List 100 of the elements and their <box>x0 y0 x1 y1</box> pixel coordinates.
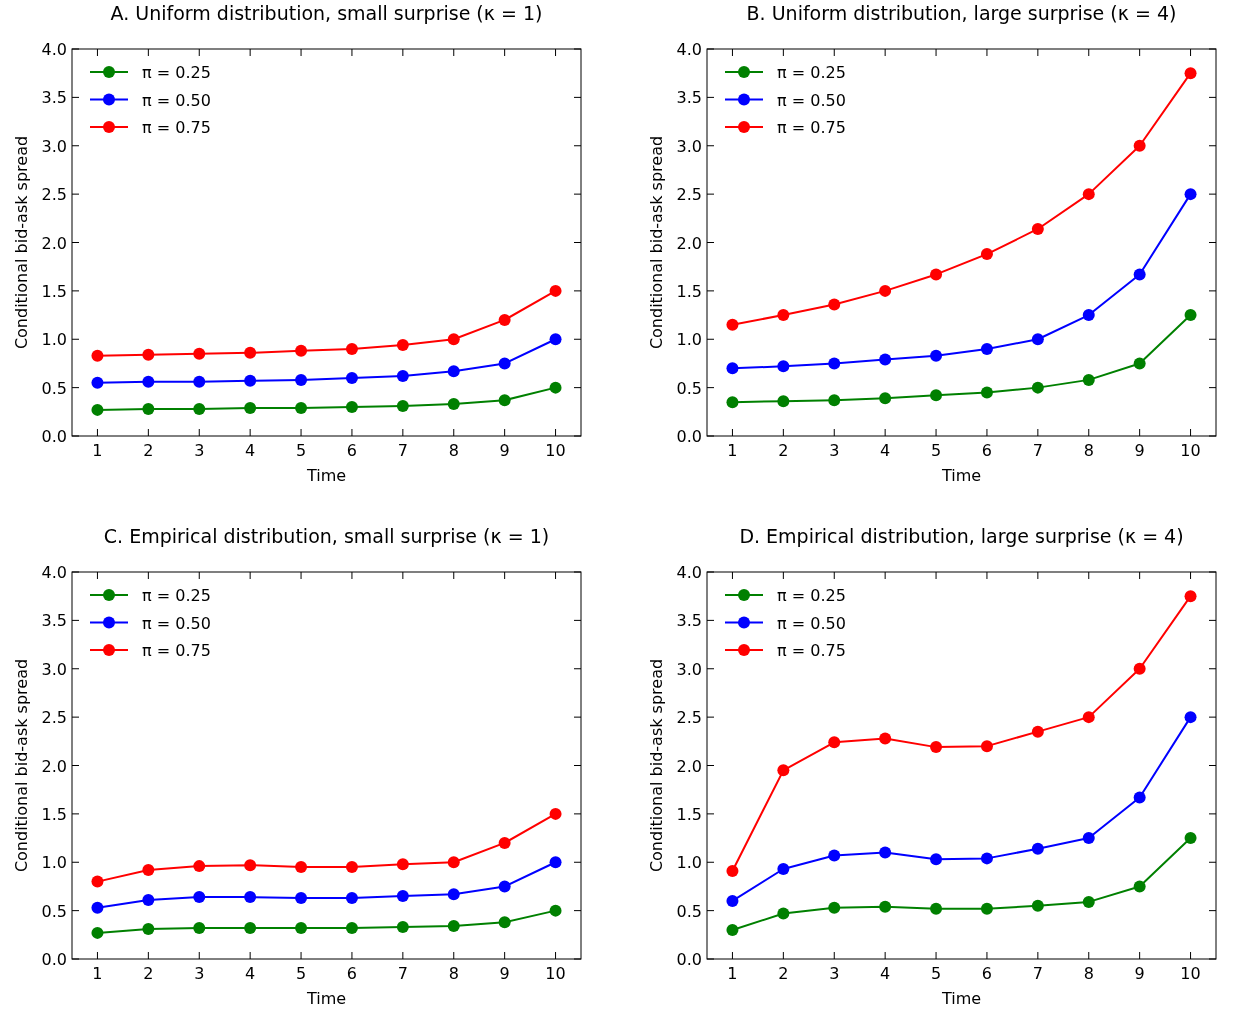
y-tick-label: 2.5 <box>41 708 67 728</box>
chart-title: A. Uniform distribution, small surprise (κ = 1) <box>110 2 543 24</box>
y-tick-label: 3.5 <box>41 88 67 108</box>
point <box>91 926 104 939</box>
point <box>244 859 257 872</box>
point <box>193 860 206 873</box>
y-tick-label: 4.0 <box>676 563 702 582</box>
point <box>828 901 841 914</box>
point <box>295 861 308 874</box>
y-tick-label: 0.0 <box>41 950 67 969</box>
point <box>91 349 104 362</box>
legend-label: π = 0.50 <box>777 613 846 633</box>
x-tick-label: 3 <box>829 441 840 460</box>
point <box>91 875 104 888</box>
y-tick-label: 0.5 <box>676 378 702 398</box>
point <box>447 920 460 933</box>
point <box>447 888 460 901</box>
legend-label: π = 0.75 <box>142 641 211 660</box>
x-tick-label: 6 <box>981 964 993 983</box>
x-tick-label: 2 <box>778 964 789 983</box>
point <box>193 375 206 388</box>
point <box>980 902 993 915</box>
point <box>1082 711 1095 724</box>
point <box>879 732 892 745</box>
point <box>193 922 206 935</box>
legend-label: π = 0.75 <box>142 118 211 137</box>
y-tick-label: 1.0 <box>676 853 702 873</box>
point <box>930 853 943 866</box>
y-tick-label: 2.5 <box>676 185 702 205</box>
point <box>726 864 739 877</box>
point <box>777 907 790 920</box>
point <box>828 394 841 407</box>
x-tick-label: 3 <box>194 964 205 983</box>
x-tick-label: 5 <box>930 964 942 983</box>
point <box>193 891 206 904</box>
x-tick-label: 1 <box>92 441 103 460</box>
point <box>828 736 841 749</box>
point <box>777 309 790 322</box>
point <box>549 904 562 917</box>
x-tick-label: 7 <box>1032 964 1043 983</box>
point <box>549 333 562 346</box>
point <box>498 880 511 893</box>
y-tick-label: 0.0 <box>41 427 67 446</box>
y-tick-label: 3.5 <box>676 88 702 108</box>
x-tick-label: 2 <box>143 964 154 983</box>
point <box>142 923 155 936</box>
point <box>1184 188 1197 201</box>
point <box>879 900 892 913</box>
point <box>1133 880 1146 893</box>
point <box>244 346 257 359</box>
x-tick-label: 9 <box>499 441 510 460</box>
y-tick-label: 0.5 <box>41 901 67 921</box>
point <box>1031 333 1044 346</box>
y-tick-label: 1.5 <box>676 804 702 824</box>
point <box>777 360 790 373</box>
point <box>91 376 104 389</box>
point <box>447 856 460 869</box>
x-axis-title: Time <box>940 989 982 1008</box>
x-tick-label: 5 <box>295 441 307 460</box>
point <box>1082 309 1095 322</box>
point <box>498 836 511 849</box>
y-axis-title: Conditional bid-ask spread <box>647 658 666 873</box>
point <box>1031 842 1044 855</box>
y-tick-label: 2.5 <box>41 185 67 205</box>
point <box>549 856 562 869</box>
point <box>498 313 511 326</box>
legend-label: π = 0.50 <box>142 613 211 633</box>
point <box>244 891 257 904</box>
y-tick-label: 2.0 <box>41 756 67 776</box>
point <box>142 893 155 906</box>
point <box>777 764 790 777</box>
y-tick-label: 2.0 <box>676 756 702 776</box>
x-tick-label: 10 <box>1180 441 1201 460</box>
x-tick-label: 5 <box>930 441 942 460</box>
chart-title: B. Uniform distribution, large surprise (κ = 4) <box>746 2 1177 24</box>
point <box>828 298 841 311</box>
x-axis-title: Time <box>305 989 347 1008</box>
y-tick-label: 3.0 <box>676 136 702 156</box>
x-tick-label: 7 <box>1032 441 1043 460</box>
x-tick-label: 10 <box>1180 964 1201 983</box>
y-tick-label: 0.0 <box>676 950 702 969</box>
point <box>1031 381 1044 394</box>
y-axis-title: Conditional bid-ask spread <box>12 658 31 873</box>
x-tick-label: 2 <box>778 441 789 460</box>
point <box>142 348 155 361</box>
legend-label: π = 0.25 <box>142 586 211 605</box>
point <box>396 400 409 413</box>
point <box>726 923 739 936</box>
x-tick-label: 1 <box>727 441 738 460</box>
legend-label: π = 0.25 <box>777 586 846 605</box>
point <box>142 863 155 876</box>
point <box>244 374 257 387</box>
y-tick-label: 3.0 <box>41 659 67 679</box>
y-tick-label: 1.5 <box>676 281 702 301</box>
x-tick-label: 8 <box>448 441 459 460</box>
y-tick-label: 3.0 <box>41 136 67 156</box>
point <box>1133 268 1146 281</box>
point <box>447 365 460 378</box>
point <box>396 890 409 903</box>
point <box>295 373 308 386</box>
